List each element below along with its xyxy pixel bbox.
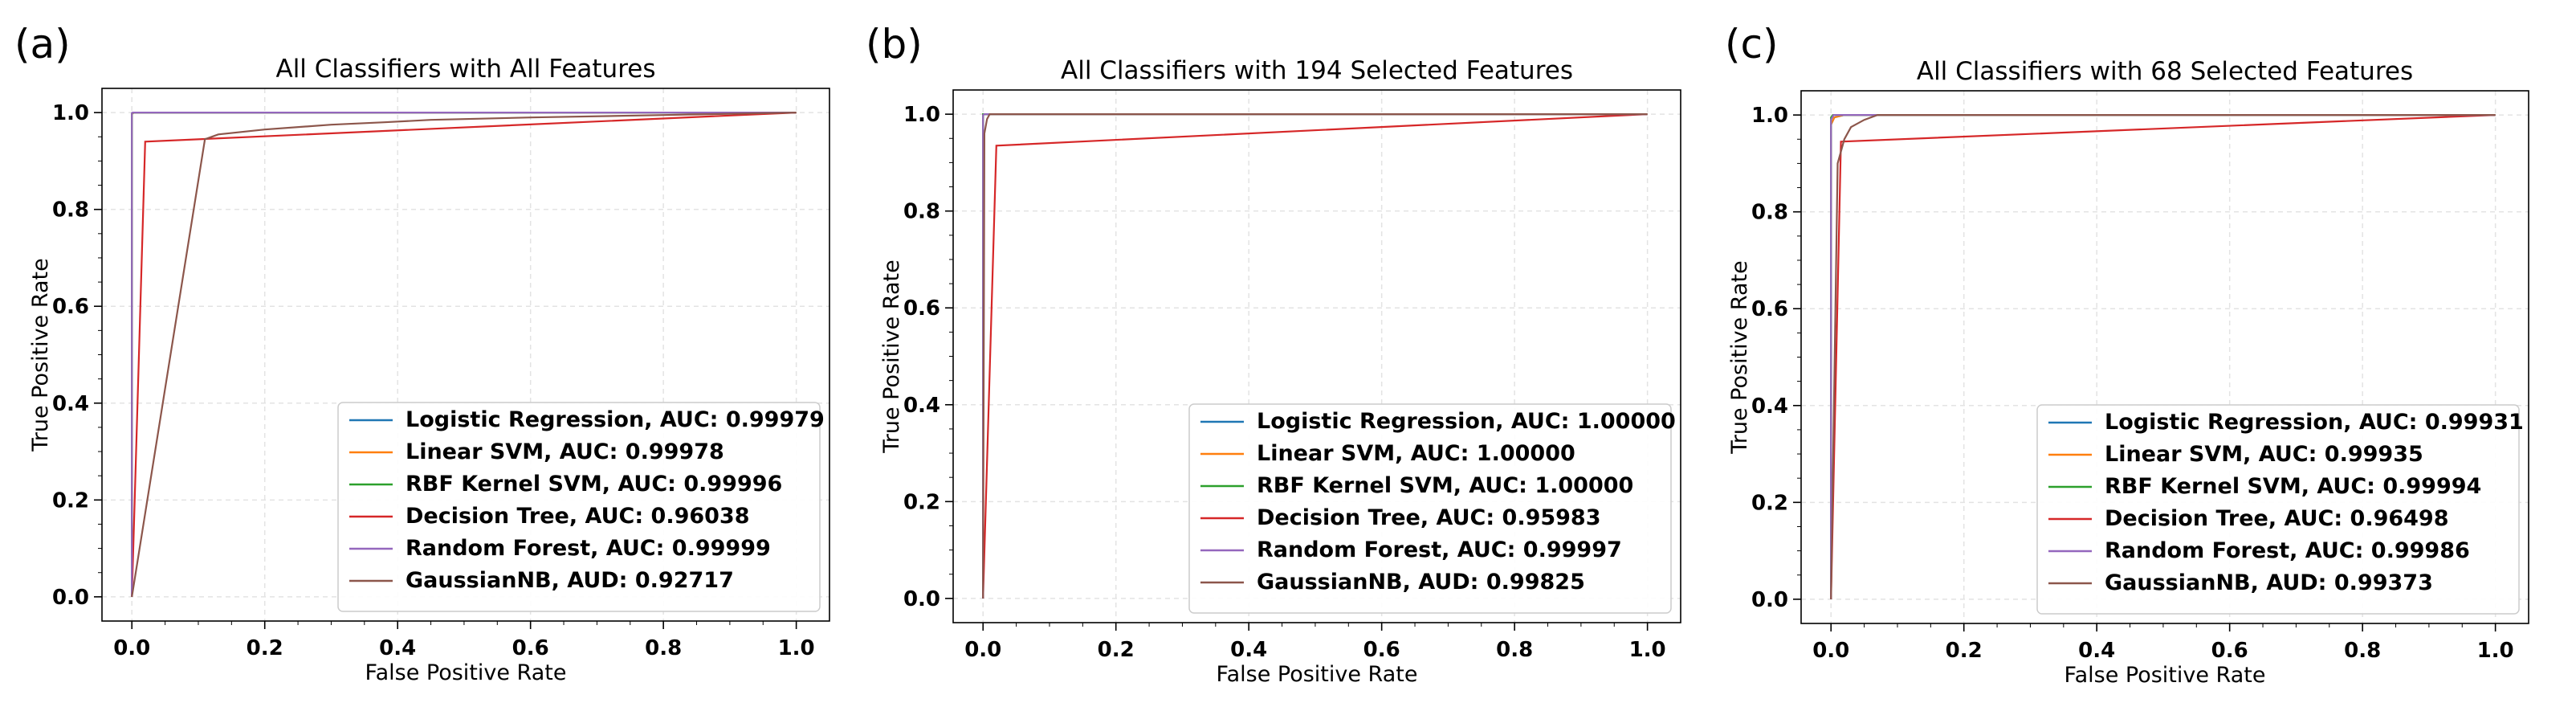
legend-entry: Linear SVM, AUC: 0.99935 — [2105, 442, 2423, 467]
legend-entry: Logistic Regression, AUC: 0.99979 — [406, 407, 825, 432]
series-line-5 — [131, 112, 797, 597]
y-tick-label: 0.2 — [903, 490, 940, 514]
x-tick-label: 0.4 — [379, 636, 416, 660]
x-tick-label: 0.6 — [2211, 639, 2248, 663]
legend: Logistic Regression, AUC: 0.99979 Linear … — [337, 402, 825, 612]
x-tick-label: 0.8 — [645, 636, 682, 660]
y-tick-label: 0.6 — [52, 295, 89, 319]
x-axis-label: False Positive Rate — [1217, 662, 1418, 687]
legend-entry: Linear SVM, AUC: 1.00000 — [1257, 441, 1575, 466]
plot-frame — [101, 88, 830, 622]
x-tick-label: 0.4 — [1230, 638, 1267, 662]
x-tick-label: 1.0 — [778, 636, 815, 660]
panel-label: (a) — [14, 21, 71, 67]
legend: Logistic Regression, AUC: 1.00000 Linear … — [1188, 403, 1676, 614]
y-tick-label: 1.0 — [1751, 104, 1788, 128]
y-tick-label: 1.0 — [903, 103, 940, 127]
legend-entry: Decision Tree, AUC: 0.96498 — [2105, 506, 2449, 531]
x-tick-label: 0.2 — [247, 636, 283, 660]
x-tick-label: 1.0 — [1629, 638, 1666, 662]
y-tick-label: 0.8 — [903, 200, 940, 224]
x-tick-label: 0.6 — [1363, 638, 1400, 662]
y-tick-label: 0.0 — [1751, 588, 1788, 612]
legend-entry: GaussianNB, AUD: 0.99825 — [1257, 570, 1585, 595]
y-tick-label: 0.8 — [1751, 201, 1788, 225]
legend: Logistic Regression, AUC: 0.99931 Linear … — [2036, 404, 2524, 615]
panel-label: (c) — [1725, 21, 1779, 67]
y-axis-label: True Positive Rate — [28, 258, 53, 452]
legend-entry: Logistic Regression, AUC: 1.00000 — [1257, 409, 1676, 434]
x-tick-label: 0.2 — [1098, 638, 1135, 662]
series-line-4 — [131, 112, 797, 597]
panel-label: (b) — [866, 21, 923, 67]
legend-box — [2036, 404, 2520, 615]
chart-title: All Classifiers with 194 Selected Featur… — [1061, 56, 1573, 85]
legend-entry: GaussianNB, AUD: 0.99373 — [2105, 570, 2433, 595]
x-tick-label: 0.6 — [512, 636, 549, 660]
y-tick-label: 0.2 — [1751, 491, 1788, 515]
series-line-4 — [982, 113, 1648, 599]
x-axis-label: False Positive Rate — [2064, 663, 2266, 688]
roc-panel-1: 0.0 0.2 0.4 0.6 0.8 1.0 0.0 0.2 0.4 0.6 0.8 1.0 All … — [14, 21, 830, 685]
legend-entry: RBF Kernel SVM, AUC: 1.00000 — [1257, 473, 1633, 498]
y-tick-label: 0.0 — [52, 586, 89, 610]
series-line-6 — [1830, 114, 2496, 599]
x-tick-label: 0.8 — [2344, 639, 2381, 663]
legend-entry: Random Forest, AUC: 0.99986 — [2105, 538, 2470, 563]
legend-entry: Decision Tree, AUC: 0.95983 — [1257, 505, 1601, 530]
x-tick-label: 0.2 — [1946, 639, 1983, 663]
plot-frame — [1800, 90, 2529, 624]
legend-entry: Decision Tree, AUC: 0.96038 — [406, 504, 750, 529]
legend-entry: Logistic Regression, AUC: 0.99931 — [2105, 410, 2524, 435]
plot-frame — [952, 89, 1681, 623]
series-line-6 — [131, 112, 797, 598]
y-axis-label: True Positive Rate — [879, 260, 904, 454]
roc-panel-3: 0.0 0.2 0.4 0.6 0.8 1.0 0.0 0.2 0.4 0.6 0.8 1.0 All … — [1725, 21, 2529, 688]
y-tick-label: 0.6 — [903, 296, 940, 321]
y-tick-label: 0.4 — [903, 394, 940, 418]
x-tick-label: 1.0 — [2477, 639, 2514, 663]
y-tick-label: 0.4 — [1751, 394, 1788, 419]
y-tick-label: 0.8 — [52, 198, 89, 223]
roc-panel-2: 0.0 0.2 0.4 0.6 0.8 1.0 0.0 0.2 0.4 0.6 0.8 1.0 All … — [866, 21, 1681, 687]
legend-box — [1188, 403, 1672, 614]
x-tick-label: 0.8 — [1496, 638, 1533, 662]
y-tick-label: 0.2 — [52, 488, 89, 513]
chart-title: All Classifiers with All Features — [275, 55, 655, 84]
legend-entry: Random Forest, AUC: 0.99997 — [1257, 537, 1622, 562]
x-tick-label: 0.4 — [2078, 639, 2115, 663]
y-tick-label: 0.6 — [1751, 297, 1788, 321]
y-tick-label: 1.0 — [52, 101, 89, 125]
series-line-4 — [1830, 114, 2496, 599]
x-tick-label: 0.0 — [113, 636, 150, 660]
legend-entry: Linear SVM, AUC: 0.99978 — [406, 439, 724, 464]
series-line-6 — [982, 113, 1648, 599]
legend-entry: RBF Kernel SVM, AUC: 0.99996 — [406, 472, 782, 497]
chart-title: All Classifiers with 68 Selected Feature… — [1917, 57, 2413, 86]
x-axis-label: False Positive Rate — [365, 660, 567, 685]
x-tick-label: 0.0 — [964, 638, 1001, 662]
y-tick-label: 0.4 — [52, 392, 89, 416]
y-axis-label: True Positive Rate — [1727, 260, 1752, 455]
legend-entry: RBF Kernel SVM, AUC: 0.99994 — [2105, 474, 2481, 499]
legend-box — [337, 402, 821, 612]
x-tick-label: 0.0 — [1812, 639, 1849, 663]
legend-entry: Random Forest, AUC: 0.99999 — [406, 536, 771, 561]
y-tick-label: 0.0 — [903, 587, 940, 611]
legend-entry: GaussianNB, AUD: 0.92717 — [406, 568, 734, 593]
